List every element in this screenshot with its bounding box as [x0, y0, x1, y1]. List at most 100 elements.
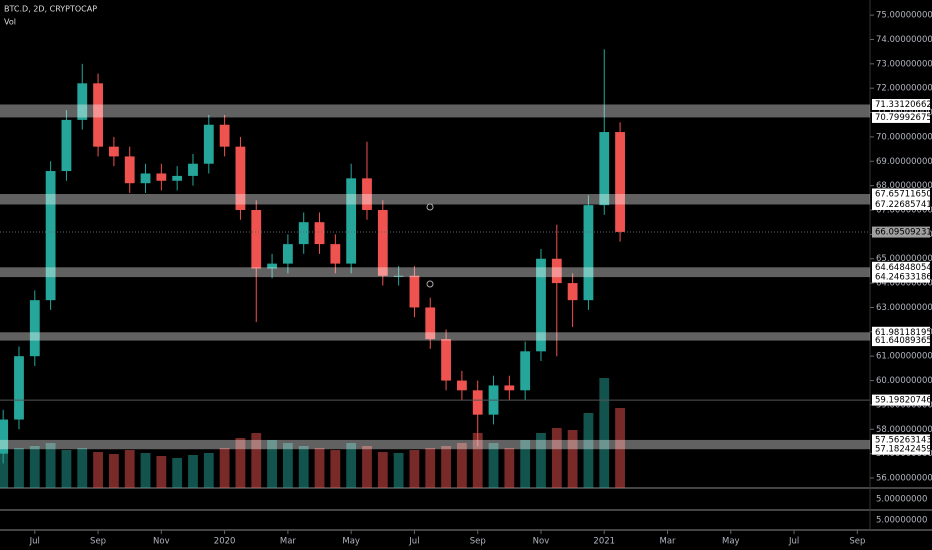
volume-bar	[615, 408, 625, 488]
candle-body	[140, 173, 151, 184]
volume-bar	[93, 452, 103, 488]
volume-bar	[61, 450, 72, 488]
volume-bar	[393, 453, 404, 488]
volume-axis-label: 5.00000000	[876, 516, 927, 526]
event-marker[interactable]	[426, 203, 434, 211]
level-label-bg	[872, 443, 930, 455]
level-label: 64.24633186	[875, 273, 932, 283]
price-axis: 56.0000000057.0000000058.0000000059.0000…	[870, 11, 932, 484]
candle-body	[45, 171, 56, 301]
volume-bar	[29, 446, 40, 488]
volume-axis-label: 5.00000000	[876, 495, 927, 505]
level-label-bg	[872, 198, 930, 210]
zone	[0, 439, 870, 450]
volume-bar	[203, 453, 214, 488]
level-label-bg	[872, 271, 930, 283]
y-tick-label: 60.00000000	[876, 376, 932, 386]
x-tick-label: Mar	[660, 537, 677, 547]
last-price-label: 66.09509231	[875, 228, 932, 238]
level-label-bg	[872, 261, 930, 273]
candle-body	[267, 263, 277, 269]
volume-bar	[377, 452, 388, 488]
y-tick-label: 61.00000000	[876, 352, 932, 362]
candle-body	[314, 222, 325, 245]
volume-bar	[298, 446, 309, 488]
level-label: 67.65711650	[875, 190, 932, 200]
volume-bar	[441, 446, 451, 488]
y-tick-label: 67.00000000	[876, 206, 932, 216]
x-tick-label: Sep	[90, 537, 106, 547]
candle-body	[393, 275, 404, 277]
y-tick-label: 75.00000000	[876, 11, 932, 21]
level-label-bg	[872, 98, 930, 110]
level-label: 67.22685741	[875, 200, 932, 210]
volume-bar	[456, 443, 467, 488]
x-tick-label: Mar	[280, 537, 297, 547]
zone	[0, 332, 870, 341]
volume-bar	[314, 448, 325, 488]
volume-bar	[282, 443, 293, 488]
volume-bar	[14, 448, 24, 488]
candle-body	[61, 119, 72, 172]
volume-bar	[0, 453, 9, 488]
candle-body	[504, 385, 515, 391]
level-label-bg	[872, 188, 930, 200]
volume-bar	[124, 450, 135, 488]
candle-body	[188, 163, 198, 176]
level-label: 59.19820746	[875, 396, 932, 406]
level-label-bg	[872, 111, 930, 123]
candle-body	[599, 132, 610, 206]
plot	[0, 49, 870, 488]
x-tick-label: Jul	[408, 537, 419, 547]
y-tick-label: 65.00000000	[876, 254, 932, 264]
chart-title: BTC.D, 2D, CRYPTOCAP	[4, 5, 97, 14]
x-tick-label: Jul	[29, 537, 40, 547]
level-label: 61.64089365	[875, 336, 932, 346]
candle-body	[108, 146, 119, 157]
candle-body	[330, 244, 341, 264]
level-label: 57.56263143	[875, 435, 932, 445]
volume-bar	[362, 446, 372, 488]
volume-bar	[219, 448, 230, 488]
candle-body	[441, 339, 451, 381]
candle-body	[472, 390, 483, 415]
candle-body	[298, 222, 309, 245]
x-tick-label: May	[342, 537, 360, 547]
x-tick-label: Jul	[788, 537, 799, 547]
candle-body	[615, 132, 625, 232]
volume-bar	[551, 428, 562, 488]
candle-body	[14, 356, 24, 420]
level-label: 71.33120662	[875, 100, 932, 110]
event-marker[interactable]	[426, 280, 434, 288]
y-tick-label: 63.00000000	[876, 303, 932, 313]
y-tick-label: 56.00000000	[876, 474, 932, 484]
volume-bar	[251, 433, 262, 488]
candle-body	[377, 210, 388, 276]
candle-body	[346, 178, 357, 264]
candle-body	[456, 380, 467, 391]
candle-body	[551, 258, 562, 284]
zone	[0, 194, 870, 205]
y-tick-label: 69.00000000	[876, 157, 932, 167]
volume-bar	[599, 378, 610, 488]
volume-bar	[472, 433, 483, 488]
volume-bar	[235, 438, 246, 488]
level-label: 70.79992675	[875, 113, 932, 123]
candle-body	[520, 351, 531, 391]
candle-body	[93, 83, 103, 147]
volume-bar	[108, 454, 119, 488]
candle-body	[282, 244, 293, 264]
candle-body	[583, 205, 594, 301]
candle-body	[156, 173, 167, 181]
volume-bar	[567, 430, 578, 488]
candle-body	[409, 275, 420, 308]
level-label: 61.98118195	[875, 328, 932, 338]
last-price-label-bg	[872, 226, 930, 238]
x-tick-label: Nov	[533, 537, 550, 547]
x-tick-label: 2021	[593, 537, 615, 547]
volume-bar	[536, 433, 546, 488]
level-label-bg	[872, 326, 930, 338]
level-label: 57.18242459	[875, 445, 932, 455]
y-tick-label: 72.00000000	[876, 84, 932, 94]
